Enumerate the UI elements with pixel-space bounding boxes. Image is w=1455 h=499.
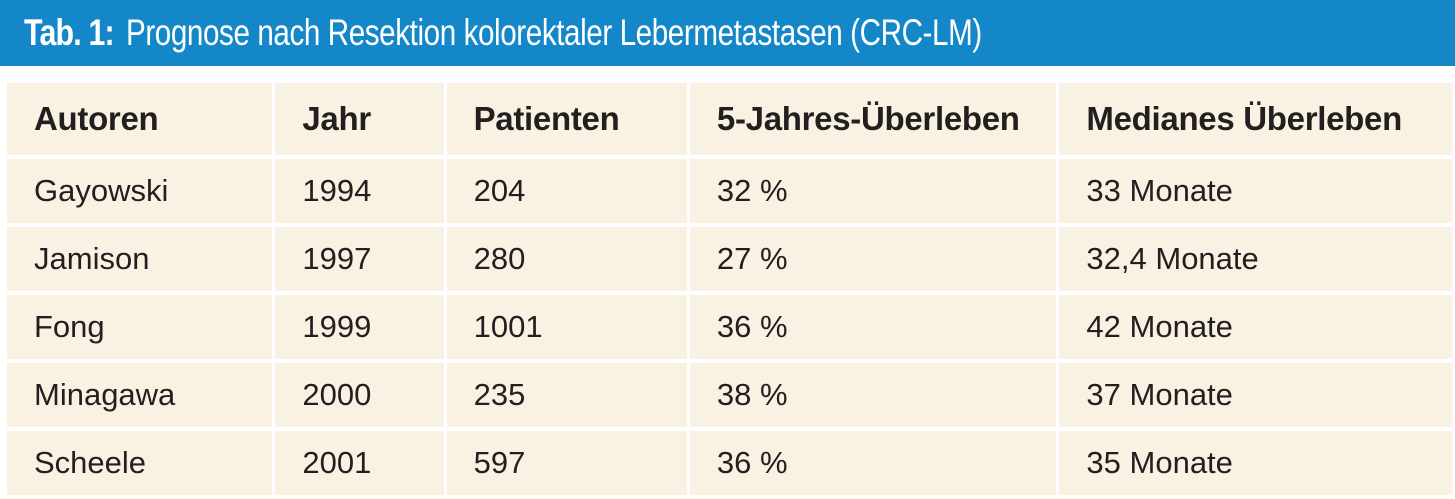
cell-medianes-ueberleben: 33 Monate xyxy=(1059,159,1452,223)
cell-patienten: 1001 xyxy=(446,295,687,359)
cell-medianes-ueberleben: 37 Monate xyxy=(1059,363,1452,427)
cell-autor: Scheele xyxy=(7,431,273,495)
table-number-label: Tab. 1: xyxy=(24,12,115,53)
cell-jahr: 1994 xyxy=(275,159,444,223)
cell-medianes-ueberleben: 42 Monate xyxy=(1059,295,1452,359)
column-header-autoren: Autoren xyxy=(7,83,273,155)
cell-patienten: 597 xyxy=(446,431,687,495)
cell-jahr: 2001 xyxy=(275,431,444,495)
column-header-5-jahres-ueberleben: 5-Jahres-Überleben xyxy=(689,83,1057,155)
cell-autor: Jamison xyxy=(7,227,273,291)
cell-patienten: 204 xyxy=(446,159,687,223)
table-row: Scheele 2001 597 36 % 35 Monate xyxy=(7,431,1452,495)
table-row: Gayowski 1994 204 32 % 33 Monate xyxy=(7,159,1452,223)
cell-5-jahres-ueberleben: 32 % xyxy=(689,159,1057,223)
cell-autor: Fong xyxy=(7,295,273,359)
cell-5-jahres-ueberleben: 36 % xyxy=(689,295,1057,359)
cell-medianes-ueberleben: 35 Monate xyxy=(1059,431,1452,495)
table-caption-text: Prognose nach Resektion kolorektaler Leb… xyxy=(125,12,982,53)
cell-patienten: 280 xyxy=(446,227,687,291)
prognosis-table: Autoren Jahr Patienten 5-Jahres-Überlebe… xyxy=(4,79,1455,499)
table-container: Autoren Jahr Patienten 5-Jahres-Überlebe… xyxy=(0,66,1455,495)
table-caption-bar: Tab. 1: Prognose nach Resektion kolorekt… xyxy=(0,0,1455,66)
cell-autor: Gayowski xyxy=(7,159,273,223)
column-header-patienten: Patienten xyxy=(446,83,687,155)
cell-jahr: 2000 xyxy=(275,363,444,427)
cell-medianes-ueberleben: 32,4 Monate xyxy=(1059,227,1452,291)
table-row: Jamison 1997 280 27 % 32,4 Monate xyxy=(7,227,1452,291)
cell-jahr: 1997 xyxy=(275,227,444,291)
cell-autor: Minagawa xyxy=(7,363,273,427)
column-header-jahr: Jahr xyxy=(275,83,444,155)
cell-jahr: 1999 xyxy=(275,295,444,359)
table-header-row: Autoren Jahr Patienten 5-Jahres-Überlebe… xyxy=(7,83,1452,155)
table-row: Fong 1999 1001 36 % 42 Monate xyxy=(7,295,1452,359)
cell-5-jahres-ueberleben: 36 % xyxy=(689,431,1057,495)
cell-patienten: 235 xyxy=(446,363,687,427)
cell-5-jahres-ueberleben: 27 % xyxy=(689,227,1057,291)
cell-5-jahres-ueberleben: 38 % xyxy=(689,363,1057,427)
column-header-medianes-ueberleben: Medianes Überleben xyxy=(1059,83,1452,155)
table-row: Minagawa 2000 235 38 % 37 Monate xyxy=(7,363,1452,427)
